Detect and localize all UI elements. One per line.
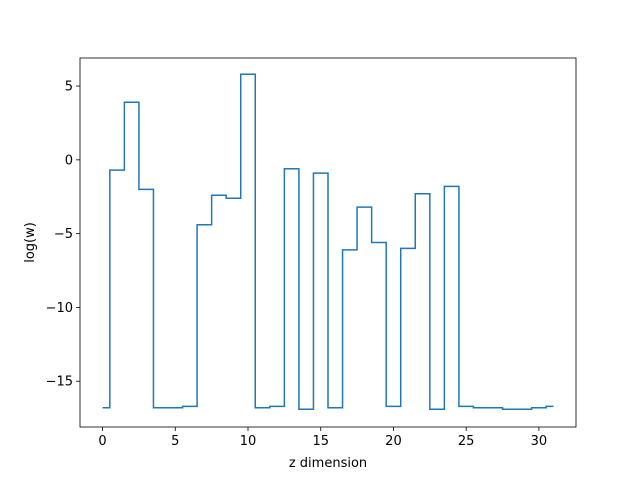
y-tick-label: 5 <box>65 80 73 95</box>
y-tick-label: −5 <box>54 227 73 242</box>
x-tick-label: 20 <box>385 434 402 449</box>
y-tick-label: −10 <box>46 301 73 316</box>
x-tick-label: 0 <box>98 434 106 449</box>
series-line <box>102 73 554 411</box>
x-axis-label: z dimension <box>289 456 367 471</box>
plot-area <box>102 73 554 411</box>
x-tick-label: 25 <box>458 434 475 449</box>
x-tick-label: 30 <box>531 434 548 449</box>
x-tick-label: 5 <box>171 434 179 449</box>
x-tick-label: 10 <box>240 434 257 449</box>
x-tick-label: 15 <box>312 434 329 449</box>
y-axis-ticks: 5 0 −5 −10 −15 <box>46 80 80 390</box>
y-axis-label: log(w) <box>23 222 38 263</box>
x-axis-ticks: 0 5 10 15 20 25 30 <box>98 427 547 449</box>
axes-frame <box>79 57 577 428</box>
y-tick-label: −15 <box>46 375 73 390</box>
y-tick-label: 0 <box>65 153 73 168</box>
